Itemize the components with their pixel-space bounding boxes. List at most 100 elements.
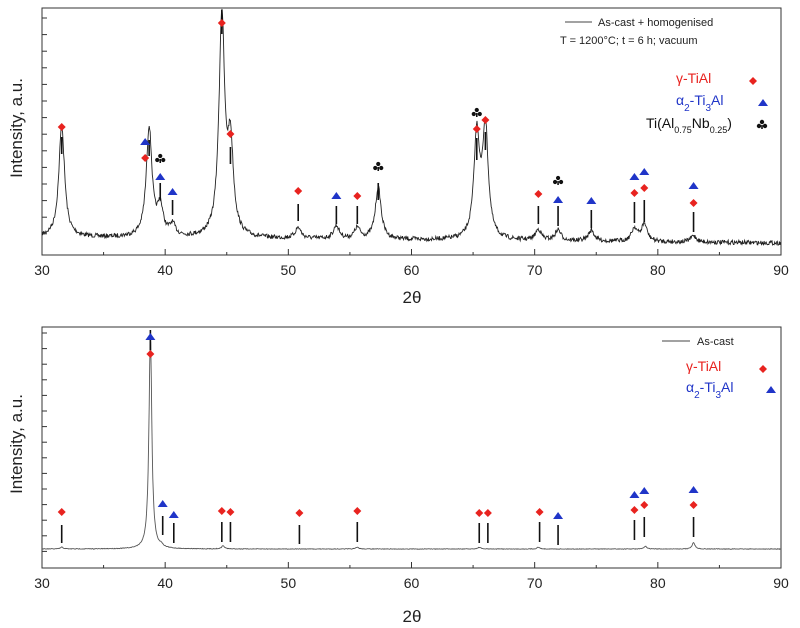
top-legend-tinb-label: Ti(Al0.75Nb0.25)	[646, 115, 732, 135]
bottom-xrd-panel: 30 40 50 60 70 80 90 2θ Intensity, a.u. As-cas…	[7, 326, 789, 626]
top-phase-marker-alpha2	[639, 168, 650, 175]
top-phase-marker-tinb	[552, 175, 564, 185]
bottom-legend-gamma-label: γ-TiAl	[686, 358, 721, 374]
top-x-tick-label: 50	[281, 262, 297, 278]
top-legend-alpha2-part-3: -Ti	[690, 92, 706, 108]
top-x-tick-label: 30	[34, 262, 50, 278]
bot-phase-marker-gamma	[295, 509, 304, 517]
bot-x-tick-label: 30	[34, 575, 50, 591]
top-diffraction-trace	[41, 8, 782, 246]
bottom-x-axis-ticks: 30 40 50 60 70 80 90	[34, 562, 789, 591]
top-phase-marker-tinb	[155, 153, 166, 163]
bottom-x-axis-title: 2θ	[403, 607, 422, 626]
top-legend-alpha2-part-2: 2	[684, 103, 690, 114]
top-x-axis-ticks: 30 40 50 60 70 80 90	[34, 249, 789, 278]
bottom-y-axis-title: Intensity, a.u.	[7, 394, 26, 494]
top-phase-marker-alpha2	[331, 192, 342, 199]
top-peak-markers	[57, 10, 699, 232]
bot-x-tick-label: 70	[527, 575, 543, 591]
bot-phase-marker-gamma	[483, 509, 492, 517]
bottom-legend-alpha2-part-2: 2	[694, 390, 700, 401]
top-legend-gamma-marker	[749, 77, 757, 85]
top-x-axis-title: 2θ	[403, 288, 422, 307]
bottom-y-minor-ticks	[42, 332, 47, 552]
bot-x-tick-label: 90	[773, 575, 789, 591]
top-phase-marker-gamma	[472, 125, 481, 133]
bot-phase-marker-gamma	[57, 508, 66, 516]
top-phase-marker-gamma	[353, 192, 362, 200]
top-legend-tinb-part-2: 0.75	[674, 125, 692, 135]
top-phase-marker-alpha2	[155, 173, 166, 180]
top-legend-alpha2-part-5: Al	[711, 92, 723, 108]
top-legend-tinb-part-3: Nb	[692, 115, 710, 131]
bot-phase-marker-alpha2	[688, 486, 699, 493]
top-phase-marker-alpha2	[553, 196, 564, 203]
top-legend-gamma-label: γ-TiAl	[676, 70, 711, 86]
bot-phase-marker-gamma	[640, 501, 649, 509]
top-legend-alpha2-marker	[758, 99, 768, 106]
top-phase-marker-alpha2	[688, 182, 699, 189]
bot-x-tick-label: 50	[281, 575, 297, 591]
bottom-legend: As-cast γ-TiAl α2-Ti3Al	[662, 336, 776, 401]
bottom-legend-series-name: As-cast	[697, 336, 734, 348]
bot-phase-marker-gamma	[146, 350, 155, 358]
top-xrd-panel: 30 40 50 60 70 80 90 2θ Intensity, a.u. As-cas…	[7, 7, 789, 307]
bot-phase-marker-gamma	[630, 506, 639, 514]
top-x-tick-label: 40	[157, 262, 173, 278]
top-x-tick-label: 70	[527, 262, 543, 278]
top-phase-marker-tinb	[373, 161, 384, 171]
top-phase-marker-gamma	[481, 116, 490, 124]
top-phase-marker-alpha2	[167, 188, 178, 195]
bot-phase-marker-gamma	[689, 501, 698, 509]
top-legend-series-name: As-cast + homogenised	[598, 17, 713, 29]
bot-phase-marker-alpha2	[639, 487, 650, 494]
top-phase-marker-gamma	[217, 19, 226, 27]
bot-phase-marker-alpha2	[157, 500, 168, 507]
bottom-diffraction-trace	[41, 336, 782, 550]
bot-phase-marker-gamma	[535, 508, 544, 516]
bot-phase-marker-alpha2	[145, 333, 156, 340]
bot-phase-marker-alpha2	[168, 511, 179, 518]
top-phase-marker-gamma	[141, 154, 150, 162]
top-legend: As-cast + homogenised T = 1200°C; t = 6 …	[560, 17, 768, 135]
top-x-tick-label: 60	[404, 262, 420, 278]
top-legend-conditions: T = 1200°C; t = 6 h; vacuum	[560, 35, 698, 47]
bot-phase-marker-gamma	[353, 507, 362, 515]
bottom-legend-alpha2-part-5: Al	[721, 379, 733, 395]
top-legend-alpha2-part-4: 3	[705, 103, 711, 114]
top-phase-marker-tinb	[471, 107, 482, 117]
bot-x-tick-label: 60	[404, 575, 420, 591]
bot-phase-marker-gamma	[217, 507, 226, 515]
bottom-legend-alpha2-part-3: -Ti	[700, 379, 716, 395]
bottom-legend-alpha2-part-1: α	[686, 379, 694, 395]
bot-x-tick-label: 80	[650, 575, 666, 591]
bot-x-tick-label: 40	[157, 575, 173, 591]
bot-phase-marker-alpha2	[553, 512, 564, 519]
top-phase-marker-alpha2	[586, 197, 597, 204]
top-phase-marker-gamma	[689, 199, 698, 207]
top-phase-marker-gamma	[640, 184, 649, 192]
top-phase-marker-gamma	[294, 187, 303, 195]
top-legend-alpha2-label: α2-Ti3Al	[676, 92, 723, 114]
top-legend-tinb-part-1: Ti(Al	[646, 115, 674, 131]
top-legend-tinb-part-5: )	[727, 115, 732, 131]
bottom-peak-markers	[57, 330, 699, 545]
bottom-legend-gamma-marker	[759, 365, 767, 373]
top-x-tick-label: 80	[650, 262, 666, 278]
top-y-axis-title: Intensity, a.u.	[7, 78, 26, 178]
top-phase-marker-gamma	[534, 190, 543, 198]
top-phase-marker-gamma	[630, 189, 639, 197]
top-phase-marker-alpha2	[140, 138, 151, 145]
top-x-tick-label: 90	[773, 262, 789, 278]
bottom-legend-alpha2-part-4: 3	[715, 390, 721, 401]
top-legend-tinb-marker	[756, 119, 768, 129]
bottom-legend-alpha2-marker	[766, 386, 776, 393]
top-phase-marker-gamma	[57, 123, 66, 131]
bot-phase-marker-gamma	[475, 509, 484, 517]
bottom-legend-alpha2-label: α2-Ti3Al	[686, 379, 733, 401]
top-legend-tinb-part-4: 0.25	[710, 125, 728, 135]
top-phase-marker-alpha2	[629, 173, 640, 180]
bot-phase-marker-alpha2	[629, 491, 640, 498]
top-legend-alpha2-part-1: α	[676, 92, 684, 108]
